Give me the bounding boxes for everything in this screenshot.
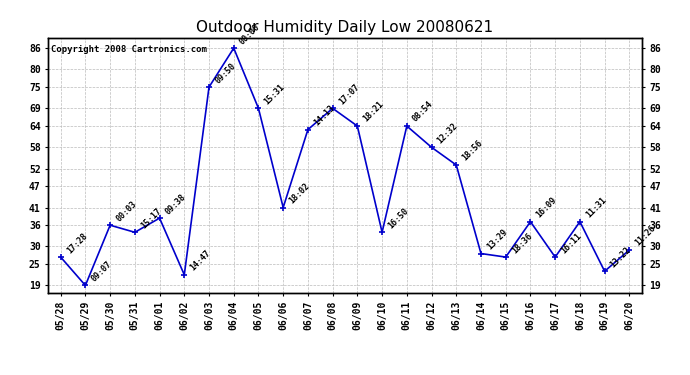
- Text: 18:56: 18:56: [460, 139, 484, 163]
- Title: Outdoor Humidity Daily Low 20080621: Outdoor Humidity Daily Low 20080621: [197, 20, 493, 35]
- Text: 17:28: 17:28: [65, 231, 89, 255]
- Text: 16:09: 16:09: [535, 195, 559, 219]
- Text: 15:31: 15:31: [263, 82, 286, 106]
- Text: 13:29: 13:29: [485, 227, 509, 251]
- Text: 15:17: 15:17: [139, 206, 163, 230]
- Text: 08:54: 08:54: [411, 100, 435, 124]
- Text: 11:31: 11:31: [584, 195, 608, 219]
- Text: 14:47: 14:47: [188, 249, 213, 273]
- Text: 16:50: 16:50: [386, 206, 411, 230]
- Text: 18:21: 18:21: [362, 100, 386, 124]
- Text: 14:13: 14:13: [312, 104, 336, 128]
- Text: 09:38: 09:38: [164, 192, 188, 216]
- Text: 17:07: 17:07: [337, 82, 361, 106]
- Text: Copyright 2008 Cartronics.com: Copyright 2008 Cartronics.com: [51, 45, 207, 54]
- Text: 18:36: 18:36: [510, 231, 534, 255]
- Text: 12:32: 12:32: [435, 121, 460, 145]
- Text: 13:22: 13:22: [609, 245, 633, 269]
- Text: 18:02: 18:02: [287, 181, 311, 206]
- Text: 00:03: 00:03: [115, 199, 138, 223]
- Text: 16:11: 16:11: [560, 231, 583, 255]
- Text: 11:26: 11:26: [633, 224, 658, 248]
- Text: 09:50: 09:50: [213, 61, 237, 85]
- Text: 00:00: 00:00: [238, 22, 262, 46]
- Text: 09:07: 09:07: [90, 259, 114, 283]
